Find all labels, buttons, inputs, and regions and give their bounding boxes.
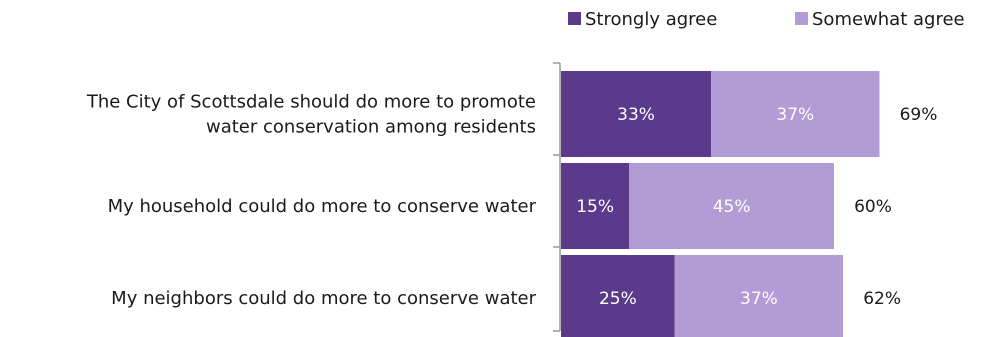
segment-label: 33% (617, 105, 655, 125)
category-labels: The City of Scottsdale should do more to… (86, 92, 537, 310)
legend-swatch (795, 12, 808, 25)
segment-label: 25% (599, 289, 637, 309)
bar-segment (674, 255, 844, 337)
total-label: 62% (863, 289, 901, 309)
total-label: 60% (854, 197, 892, 217)
legend-label: Strongly agree (585, 9, 717, 30)
category-label: My household could do more to conserve w… (108, 196, 537, 217)
category-label: water conservation among residents (206, 117, 536, 138)
bar-segment (711, 71, 880, 157)
legend-swatch (568, 12, 581, 25)
bar-segment (561, 163, 630, 249)
total-label: 69% (900, 105, 938, 125)
bar-segment (561, 255, 675, 337)
total-labels: 69% 60% 62% (854, 105, 937, 309)
segment-label: 15% (576, 197, 614, 217)
segment-labels: 33% 37% 15% 45% 25% 37% (576, 105, 814, 309)
segment-label: 37% (740, 289, 778, 309)
legend: Strongly agree Somewhat agree (568, 9, 965, 30)
legend-label: Somewhat agree (812, 9, 965, 30)
bar-segment (629, 163, 834, 249)
segment-label: 45% (713, 197, 751, 217)
category-label: My neighbors could do more to conserve w… (111, 288, 536, 309)
bars (561, 71, 880, 337)
category-label: The City of Scottsdale should do more to… (86, 92, 536, 113)
segment-label: 37% (776, 105, 814, 125)
bar-segment (561, 71, 712, 157)
category-axis-ticks (553, 62, 560, 332)
